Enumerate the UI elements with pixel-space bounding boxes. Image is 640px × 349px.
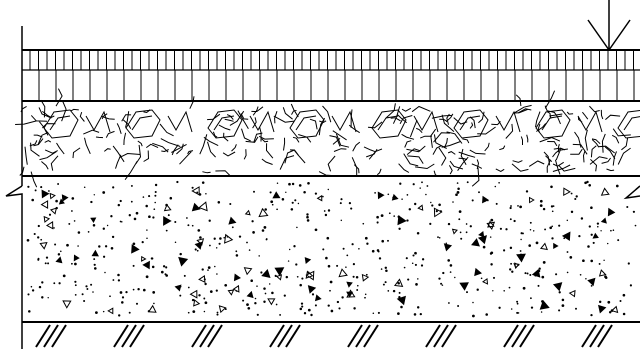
break-line-right-icon [623,185,640,200]
ground-hatch [35,324,613,348]
crushed-stone-layer [15,88,640,188]
load-arrow-icon [587,0,631,51]
surface-paving-layer [22,49,640,102]
break-line-left-icon [5,26,23,349]
concrete-layer [22,180,640,323]
